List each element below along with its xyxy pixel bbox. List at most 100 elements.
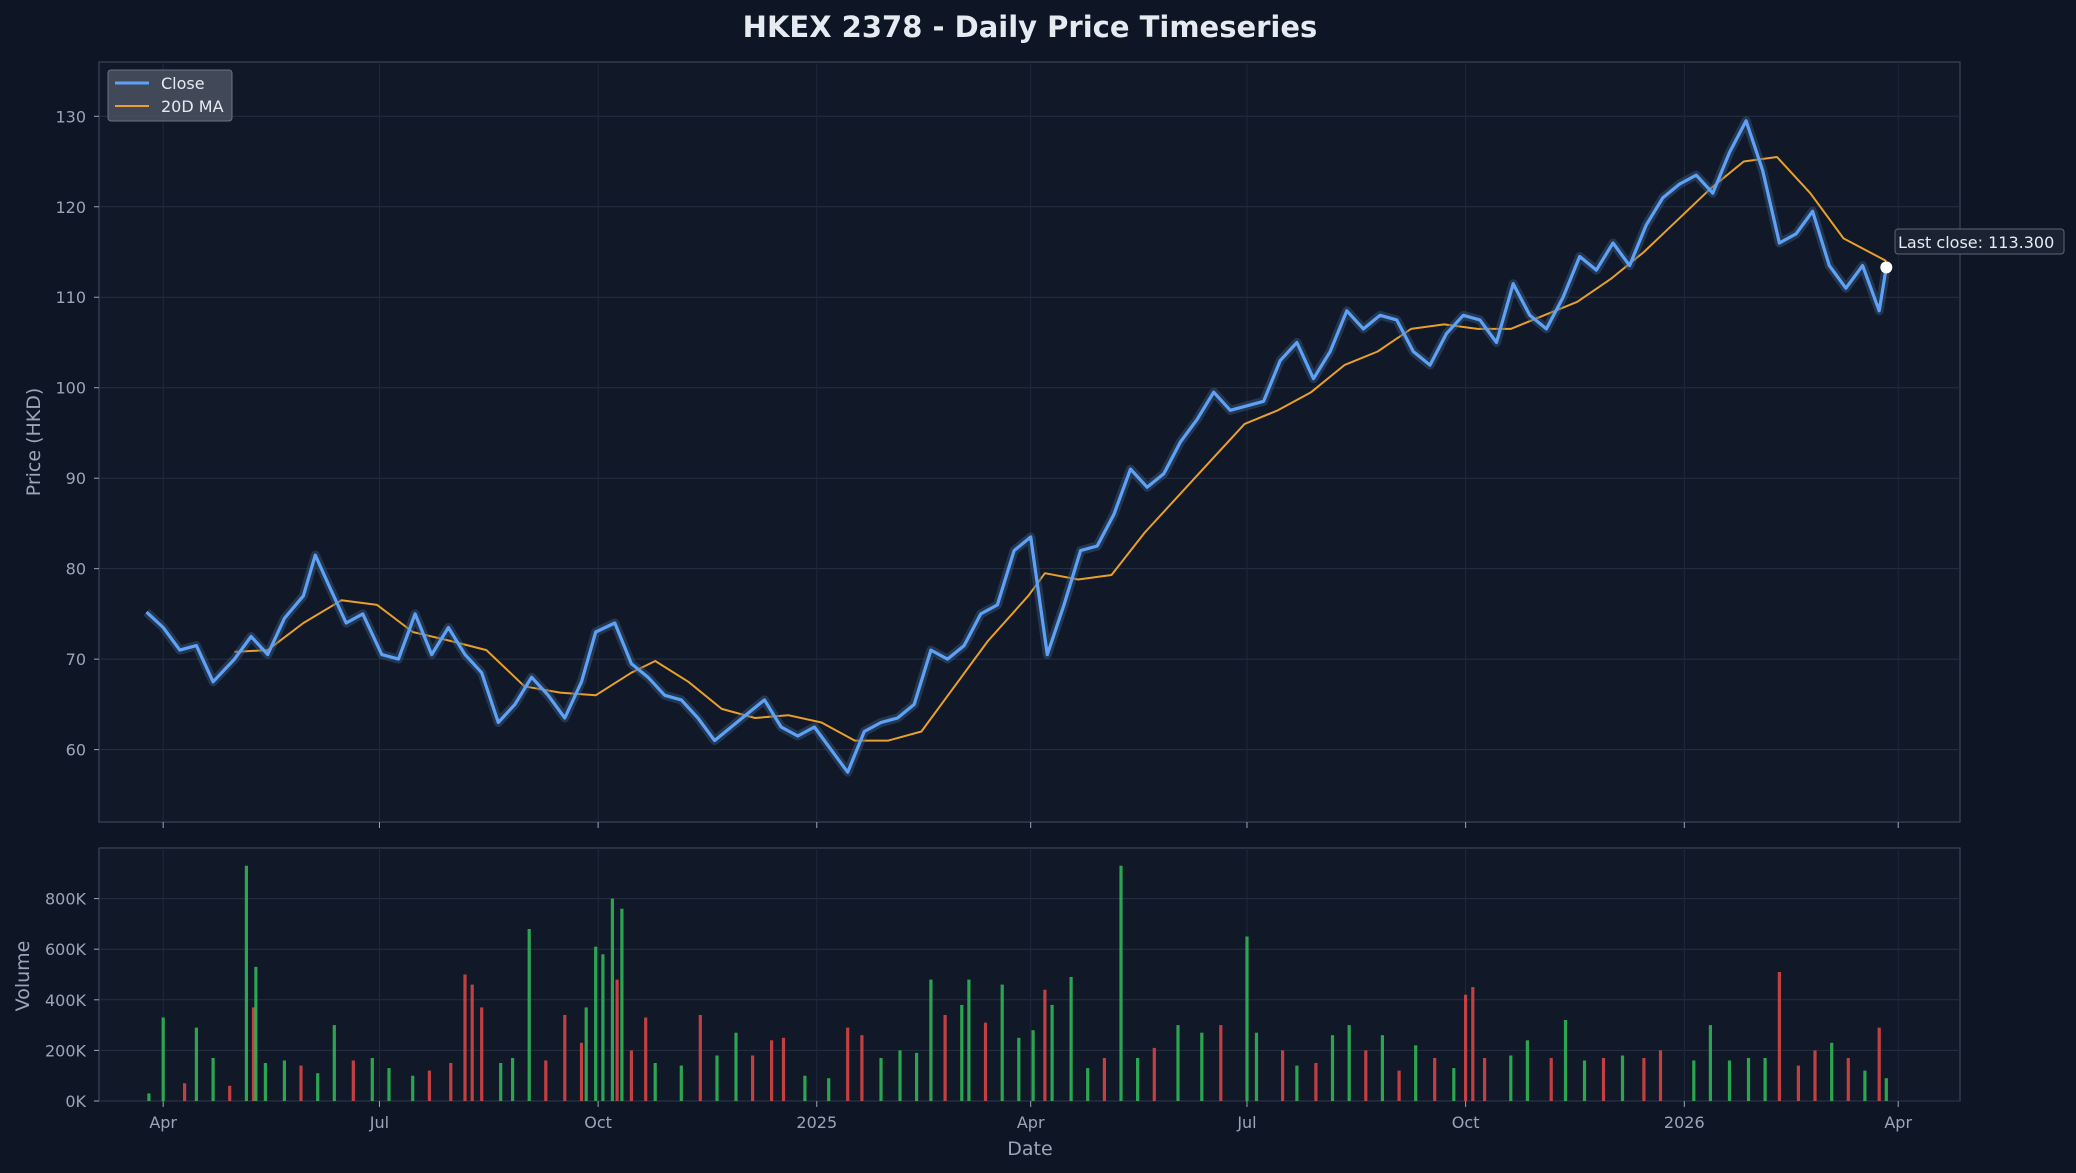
volume-bar [629,1050,633,1101]
volume-bar [803,1075,807,1101]
volume-bar [351,1060,355,1101]
volume-bar [1314,1063,1318,1101]
volume-bar [698,1015,702,1101]
volume-bar [228,1085,232,1101]
volume-bar [1364,1050,1368,1101]
price-y-axis: 60 70 80 90 100 110 120 130 [55,107,99,760]
volume-bar [967,979,971,1101]
volume-bar [734,1032,738,1101]
volume-bar [211,1058,215,1101]
legend: Close 20D MA [107,69,233,122]
ma-series-layer [234,156,1887,742]
volume-bar [1877,1027,1881,1101]
close-series-layer [143,116,1891,777]
volume-bar [1200,1032,1204,1101]
volume-bar [1414,1045,1418,1101]
volume-bar [1043,989,1047,1101]
volume-bar [463,974,467,1101]
volume-bar [1464,994,1468,1101]
volume-bar [1119,865,1123,1101]
ma-line [234,156,1887,742]
x-axis-label: Date [1007,1138,1052,1160]
volume-bar [1846,1058,1850,1101]
volume-bar [1813,1050,1817,1101]
volume-bar [470,984,474,1101]
x-tick-label: Apr [1884,1113,1912,1132]
volume-bar [1281,1050,1285,1101]
volume-bar [929,979,933,1101]
last-close-text: Last close: 113.300 [1898,233,2054,252]
volume-bar [827,1078,831,1101]
volume-bar [1069,977,1073,1101]
volume-y-tick-label: 800K [45,890,87,909]
volume-bar [1152,1047,1156,1101]
volume-bar [620,908,624,1101]
legend-close-label: Close [161,74,205,93]
volume-bar [282,1060,286,1101]
volume-bar [860,1035,864,1101]
price-y-tick-label: 70 [66,650,86,669]
volume-bar [1746,1058,1751,1101]
volume-bar [183,1083,187,1101]
volume-bar [1254,1032,1259,1101]
volume-bar [147,1093,151,1101]
volume-bar [194,1027,198,1101]
x-tick-label: 2026 [1664,1113,1705,1132]
x-axis: Apr Jul Oct 2025 Apr Jul Oct 2026 Apr [149,822,1912,1132]
volume-bar [1884,1078,1888,1101]
price-y-tick-label: 90 [66,469,86,488]
price-y-tick-label: 100 [55,379,86,398]
volume-bar [1863,1070,1867,1101]
volume-bar [251,1007,256,1101]
volume-bar [644,1017,648,1101]
volume-y-tick-label: 600K [45,940,87,959]
volume-bar [1796,1065,1800,1101]
price-y-tick-label: 80 [66,560,86,579]
volume-bar [1219,1025,1223,1101]
last-close-annotation: Last close: 113.300 [1880,228,2065,274]
volume-bar [1347,1025,1351,1101]
volume-bar [1658,1050,1663,1101]
x-tick-label: Jul [1236,1113,1256,1132]
volume-bar [499,1063,503,1101]
volume-bar [584,1007,588,1101]
volume-bar [1582,1060,1587,1101]
volume-bar [1692,1060,1696,1101]
volume-bar [1727,1060,1732,1101]
volume-bar [1136,1058,1140,1101]
volume-bar [1471,987,1475,1101]
volume-bar [1176,1025,1180,1101]
last-close-marker [1880,261,1893,274]
last-close-box [1894,228,2065,255]
volume-bar [1102,1058,1106,1101]
price-y-axis-label: Price (HKD) [23,388,45,497]
volume-bar [1830,1042,1834,1101]
volume-bar [427,1070,431,1101]
chart-title: HKEX 2378 - Daily Price Timeseries [743,10,1318,44]
price-y-tick-label: 60 [66,741,86,760]
volume-bar [1763,1058,1767,1101]
volume-bar [1245,936,1249,1101]
volume-bar [579,1042,584,1101]
volume-bar [1086,1068,1090,1101]
price-y-tick-label: 110 [55,288,86,307]
volume-bar [615,979,619,1101]
volume-bar [1777,972,1781,1101]
volume-bar [316,1073,320,1101]
volume-bar [254,966,258,1101]
volume-bar [244,865,248,1101]
volume-bar [449,1063,453,1101]
legend-ma-label: 20D MA [161,97,224,116]
volume-bar [1708,1025,1712,1101]
volume-bar [299,1065,303,1101]
volume-bar [898,1050,902,1101]
volume-bar [1000,984,1004,1101]
volume-bar [1601,1058,1606,1101]
volume-bar [1295,1065,1299,1101]
volume-bar [544,1060,548,1101]
volume-bar [1452,1068,1456,1101]
volume-bar [511,1058,515,1101]
price-y-tick-label: 130 [55,107,86,126]
close-line [145,119,1888,774]
volume-bar [411,1075,415,1101]
